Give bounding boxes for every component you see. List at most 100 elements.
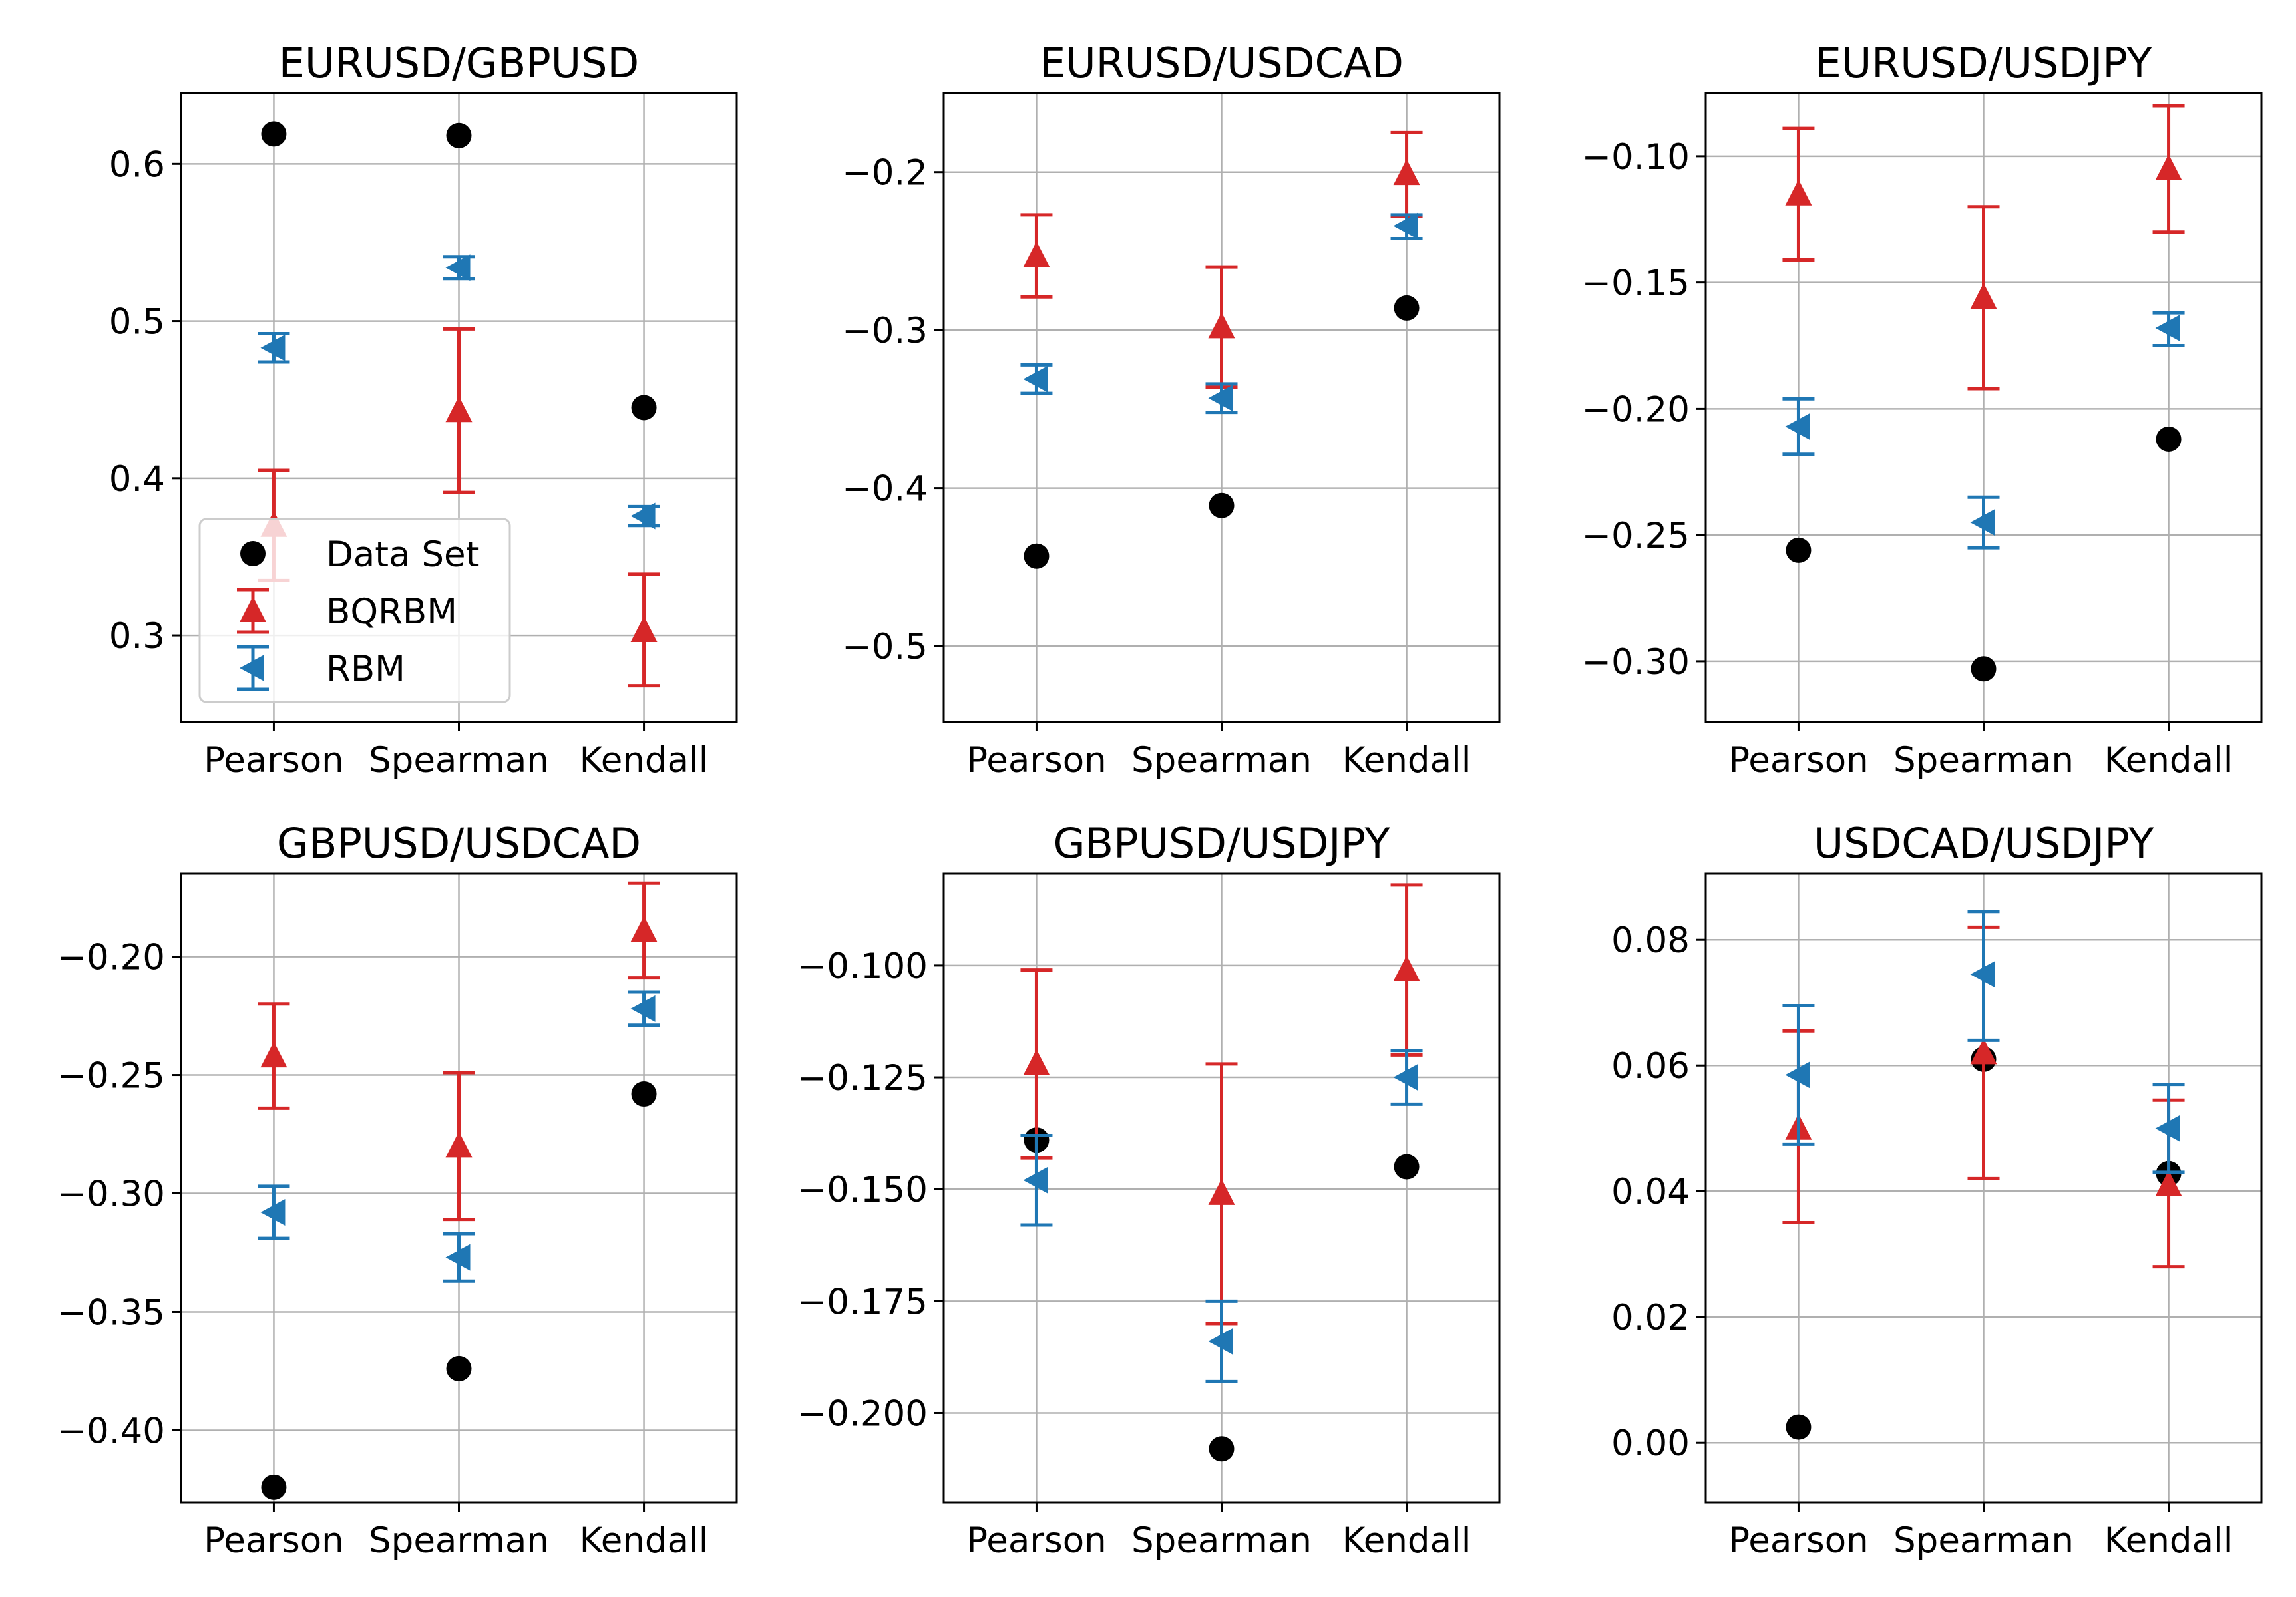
y-tick-label: −0.30 [57,1174,165,1215]
x-tick-label: Kendall [1342,1520,1471,1561]
rbm-point [1393,212,1418,240]
bqrbm-point [630,616,658,642]
rbm-point [1393,1064,1418,1091]
dataset-point [1024,543,1050,569]
y-tick-label: −0.25 [57,1056,165,1097]
bqrbm-point [1208,312,1235,339]
chart-panel: EURUSD/USDCAD −0.5 −0.4 −0.3 −0.2 Pearson Spea… [842,39,1501,781]
bqrbm-point [1393,159,1420,186]
x-tick-label: Spearman [369,1520,549,1561]
legend-rbm-marker [240,655,264,681]
rbm-point [260,334,286,361]
rbm-point [1970,961,1995,988]
rbm-point [1970,509,1995,536]
bqrbm-point [2155,1170,2182,1196]
rbm-point [445,254,471,281]
axes-frame [180,872,738,1504]
chart-title: GBPUSD/USDJPY [1053,819,1390,868]
legend-label: BQRBM [326,592,457,632]
y-tick-label: −0.4 [842,469,928,510]
x-tick-label: Kendall [2104,740,2233,781]
x-tick-label: Spearman [1131,740,1312,781]
legend-bqrbm-marker [240,596,266,622]
chart-title: GBPUSD/USDCAD [277,819,641,868]
y-tick-label: −0.35 [57,1292,165,1333]
x-tick-label: Pearson [966,1520,1107,1561]
y-tick-label: 0.6 [109,144,165,185]
bqrbm-point [630,916,658,942]
y-tick-label: −0.20 [1582,389,1690,430]
bqrbm-point [1208,1178,1235,1205]
rbm-point [1785,413,1810,440]
x-tick-label: Spearman [1893,1520,2074,1561]
rbm-point [2155,314,2180,341]
axes-frame [942,92,1501,723]
y-tick-label: 0.08 [1611,920,1690,961]
y-tick-label: 0.04 [1611,1172,1690,1212]
y-tick-label: −0.3 [842,311,928,351]
x-tick-label: Pearson [966,740,1107,781]
axes-frame [1704,872,2263,1504]
legend-box [198,518,511,703]
y-tick-label: −0.10 [1582,137,1690,178]
chart-panel: USDCAD/USDJPY 0.00 0.02 0.04 0.06 0.08 Pearson… [1611,819,2263,1561]
x-tick-label: Pearson [1728,740,1869,781]
x-tick-label: Spearman [369,740,549,781]
chart-panel: GBPUSD/USDCAD −0.40 −0.35 −0.30 −0.25 −0.20 Pe… [57,819,738,1561]
rbm-point [2155,1115,2180,1142]
y-tick-label: −0.125 [797,1058,928,1099]
y-tick-label: −0.175 [797,1282,928,1322]
y-tick-label: 0.06 [1611,1046,1690,1087]
x-tick-label: Pearson [204,1520,344,1561]
dataset-point [1971,656,1997,682]
y-tick-label: −0.15 [1582,264,1690,304]
chart-panel: EURUSD/GBPUSD 0.3 0.4 0.5 0.6 Pearson Spearman… [109,39,738,781]
x-tick-label: Kendall [2104,1520,2233,1561]
bqrbm-point [1023,241,1050,267]
legend-label: Data Set [326,534,479,575]
x-tick-label: Kendall [580,1520,709,1561]
rbm-point [630,502,656,530]
chart-title: EURUSD/GBPUSD [279,39,639,87]
axes-frame [1704,92,2263,723]
y-tick-label: −0.20 [57,938,165,978]
legend-dataset-marker [240,541,266,566]
dataset-point [1209,492,1235,518]
dataset-point [1786,537,1812,563]
rbm-point [1023,365,1048,393]
dataset-point [446,122,472,148]
dataset-point [631,1081,657,1107]
rbm-point [1208,385,1233,412]
bqrbm-point [1023,1049,1050,1075]
axes-frame [942,872,1501,1504]
x-tick-label: Kendall [580,740,709,781]
rbm-point [630,995,656,1022]
dataset-point [1394,1154,1420,1180]
y-tick-label: 0.00 [1611,1423,1690,1464]
x-tick-label: Pearson [1728,1520,1869,1561]
dataset-point [1394,295,1420,321]
legend-label: RBM [326,649,405,689]
y-tick-label: −0.100 [797,946,928,987]
bqrbm-point [445,396,473,423]
dataset-point [2156,426,2182,452]
rbm-point [260,1198,286,1226]
y-tick-label: −0.25 [1582,516,1690,556]
y-tick-label: −0.5 [842,627,928,667]
bqrbm-point [260,1041,287,1068]
bqrbm-point [1970,283,1997,309]
bqrbm-point [2155,154,2182,180]
dataset-point [1786,1414,1812,1440]
y-tick-label: −0.200 [797,1393,928,1434]
dataset-point [631,395,657,421]
dataset-point [446,1355,472,1381]
x-tick-label: Kendall [1342,740,1471,781]
y-tick-label: 0.4 [109,459,165,500]
x-tick-label: Pearson [204,740,344,781]
y-tick-label: 0.02 [1611,1298,1690,1338]
bqrbm-point [1393,955,1420,981]
bqrbm-point [445,1131,473,1158]
rbm-point [1785,1061,1810,1089]
